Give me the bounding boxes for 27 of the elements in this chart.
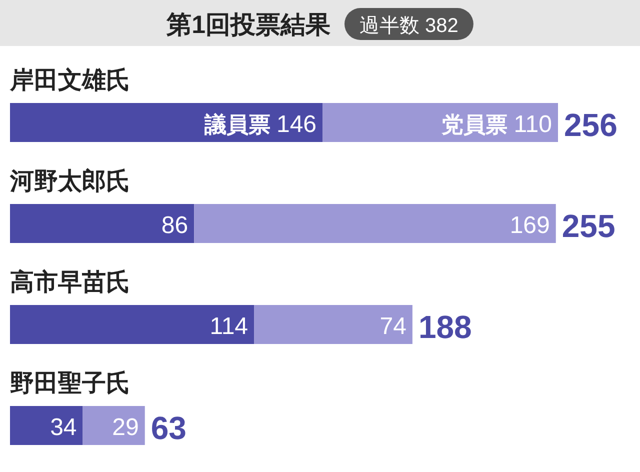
- bar: [194, 204, 556, 243]
- data-label: 34: [50, 414, 77, 441]
- total-label: 256: [564, 107, 618, 143]
- y-tick-label: 高市早苗氏: [10, 268, 130, 296]
- data-label: 110: [514, 111, 552, 138]
- chart-title: 第1回投票結果: [166, 11, 330, 39]
- y-tick-label: 岸田文雄氏: [9, 67, 130, 94]
- data-label: 146: [276, 111, 317, 138]
- y-tick-label: 野田聖子氏: [10, 370, 130, 397]
- chart-subtitle: 過半数 382: [359, 15, 458, 37]
- bar: [254, 305, 412, 344]
- data-label: 29: [112, 414, 139, 441]
- total-label: 255: [562, 208, 616, 244]
- bar: [82, 406, 145, 445]
- data-label: 86: [161, 212, 188, 239]
- series-label: 党員票: [440, 112, 508, 137]
- data-label: 74: [380, 313, 406, 340]
- bar: [10, 406, 83, 445]
- data-label: 114: [210, 313, 248, 340]
- bar: [10, 103, 323, 142]
- total-label: 63: [150, 410, 186, 446]
- bar: [10, 204, 194, 243]
- total-label: 188: [418, 309, 472, 345]
- y-tick-label: 河野太郎氏: [9, 168, 130, 195]
- series-label: 議員票: [203, 112, 270, 137]
- bar: [10, 305, 254, 344]
- data-label: 169: [510, 212, 550, 239]
